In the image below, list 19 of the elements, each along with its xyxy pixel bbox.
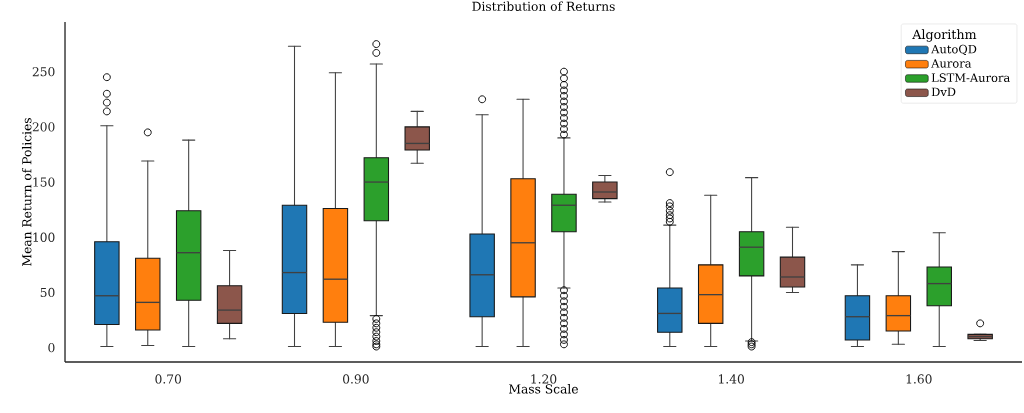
x-tick-label: 1.60 — [906, 374, 932, 384]
x-tick-label: 0.70 — [155, 374, 182, 384]
legend-label: Aurora — [931, 59, 972, 68]
legend-label: DvD — [931, 87, 956, 97]
x-axis-title: Mass Scale — [509, 384, 578, 394]
legend-label: LSTM-Aurora — [931, 73, 1010, 82]
chart-title: Distribution of Returns — [472, 1, 615, 11]
legend-label: AutoQD — [931, 44, 977, 56]
y-tick-label: 0 — [48, 342, 55, 353]
x-tick-label: 1.20 — [531, 374, 557, 384]
y-tick-label: 200 — [32, 122, 55, 132]
y-tick-label: 50 — [40, 287, 55, 298]
x-tick-label: 0.90 — [343, 374, 369, 384]
y-axis-title: Mean Return of Policies — [21, 118, 32, 266]
x-tick-label: 1.40 — [719, 374, 744, 384]
y-tick-label: 100 — [33, 232, 55, 242]
y-tick-label: 150 — [33, 177, 55, 187]
y-tick-label: 250 — [32, 67, 55, 77]
legend-title: Algorithm — [912, 29, 977, 42]
